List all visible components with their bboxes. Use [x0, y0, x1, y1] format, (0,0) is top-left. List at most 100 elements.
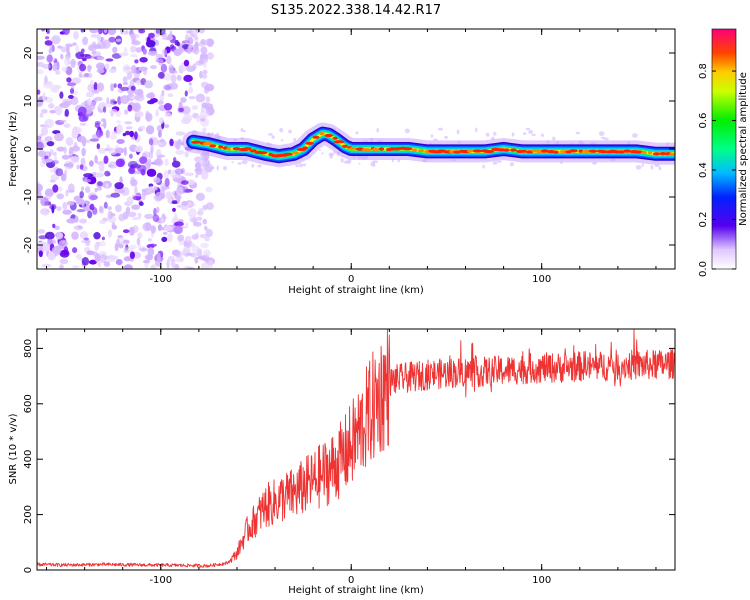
noise-blob [444, 136, 449, 139]
signal-peak [569, 149, 578, 153]
noise-blob [279, 128, 284, 133]
signal-peak [305, 141, 314, 145]
noise-blob [171, 249, 181, 256]
noise-blob [205, 186, 213, 193]
noise-blob [146, 158, 152, 167]
noise-blob [271, 135, 275, 139]
noise-blob [71, 77, 82, 84]
noise-blob [97, 181, 103, 187]
noise-blob [37, 102, 43, 107]
noise-blob [85, 91, 94, 98]
noise-blob [122, 211, 129, 220]
noise-blob [166, 259, 170, 269]
signal-peak [633, 150, 644, 154]
noise-blob [206, 38, 214, 47]
noise-blob [251, 163, 255, 168]
noise-blob [150, 65, 157, 70]
noise-blob [76, 164, 80, 170]
noise-blob [205, 228, 213, 237]
noise-blob [114, 182, 124, 190]
x-tick-label: 0 [348, 274, 354, 285]
noise-blob [138, 247, 149, 252]
noise-blob [202, 218, 207, 225]
noise-blob [87, 45, 94, 51]
noise-blob [94, 187, 98, 193]
snr-ticks: -100 0 100 0 200 400 600 800 [23, 329, 675, 586]
noise-blob [44, 40, 53, 46]
noise-blob [145, 110, 150, 120]
noise-blob [124, 121, 133, 125]
noise-blob [48, 103, 55, 109]
noise-blob [96, 45, 102, 49]
noise-blob [163, 170, 169, 180]
noise-blob [42, 92, 46, 102]
noise-blob [134, 59, 139, 64]
noise-blob [62, 29, 70, 35]
noise-blob [109, 134, 118, 140]
noise-blob [186, 30, 194, 34]
noise-blob [122, 64, 131, 74]
noise-blob [125, 126, 133, 130]
noise-blob [185, 34, 189, 42]
noise-blob [71, 61, 77, 65]
noise-blob [39, 112, 44, 118]
noise-blob [107, 210, 114, 220]
noise-blob [123, 247, 129, 252]
snr-y-label: SNR (10 * v/v) [8, 413, 19, 484]
noise-blob [231, 161, 234, 164]
noise-blob [169, 138, 174, 147]
signal-peak [209, 144, 217, 148]
noise-blob [37, 89, 41, 95]
noise-blob [528, 129, 533, 134]
noise-blob [53, 156, 58, 161]
noise-blob [183, 74, 193, 82]
noise-blob [199, 159, 205, 165]
noise-blob [150, 225, 156, 234]
noise-blob [120, 86, 129, 91]
signal-peak [324, 133, 334, 138]
noise-blob [49, 109, 56, 114]
y-tick-label: 0 [23, 567, 34, 573]
noise-blob [90, 79, 94, 89]
signal-peak [503, 148, 510, 152]
noise-blob [62, 202, 68, 210]
noise-blob [37, 69, 44, 75]
noise-blob [51, 44, 55, 53]
noise-blob [298, 163, 303, 168]
signal-peak [521, 149, 527, 153]
noise-blob [117, 83, 123, 89]
noise-blob [37, 55, 45, 60]
noise-blob [189, 33, 196, 38]
noise-blob [78, 114, 87, 122]
noise-blob [59, 264, 64, 269]
noise-blob [158, 130, 162, 138]
noise-blob [59, 119, 67, 123]
noise-blob [650, 165, 654, 170]
signal-peak [243, 147, 252, 151]
noise-blob [127, 211, 137, 217]
noise-blob [318, 148, 321, 151]
noise-blob [98, 164, 105, 172]
signal-peak [302, 146, 308, 150]
noise-blob [206, 52, 214, 60]
noise-blob [202, 69, 208, 75]
noise-blob [103, 119, 107, 129]
noise-blob [183, 188, 193, 193]
noise-blob [160, 217, 165, 224]
noise-blob [119, 52, 129, 57]
noise-blob [37, 141, 44, 151]
noise-blob [203, 249, 211, 257]
noise-blob [184, 172, 195, 176]
noise-blob [136, 237, 141, 246]
noise-blob [55, 70, 61, 75]
noise-blob [114, 147, 125, 154]
noise-blob [88, 72, 93, 79]
spectrogram-x-label: Height of straight line (km) [288, 285, 424, 296]
noise-blob [130, 85, 136, 91]
noise-blob [196, 256, 207, 260]
noise-blob [66, 189, 75, 193]
signal-peak [371, 147, 380, 152]
noise-blob [81, 186, 85, 191]
noise-blob [71, 145, 81, 152]
noise-blob [116, 124, 123, 134]
